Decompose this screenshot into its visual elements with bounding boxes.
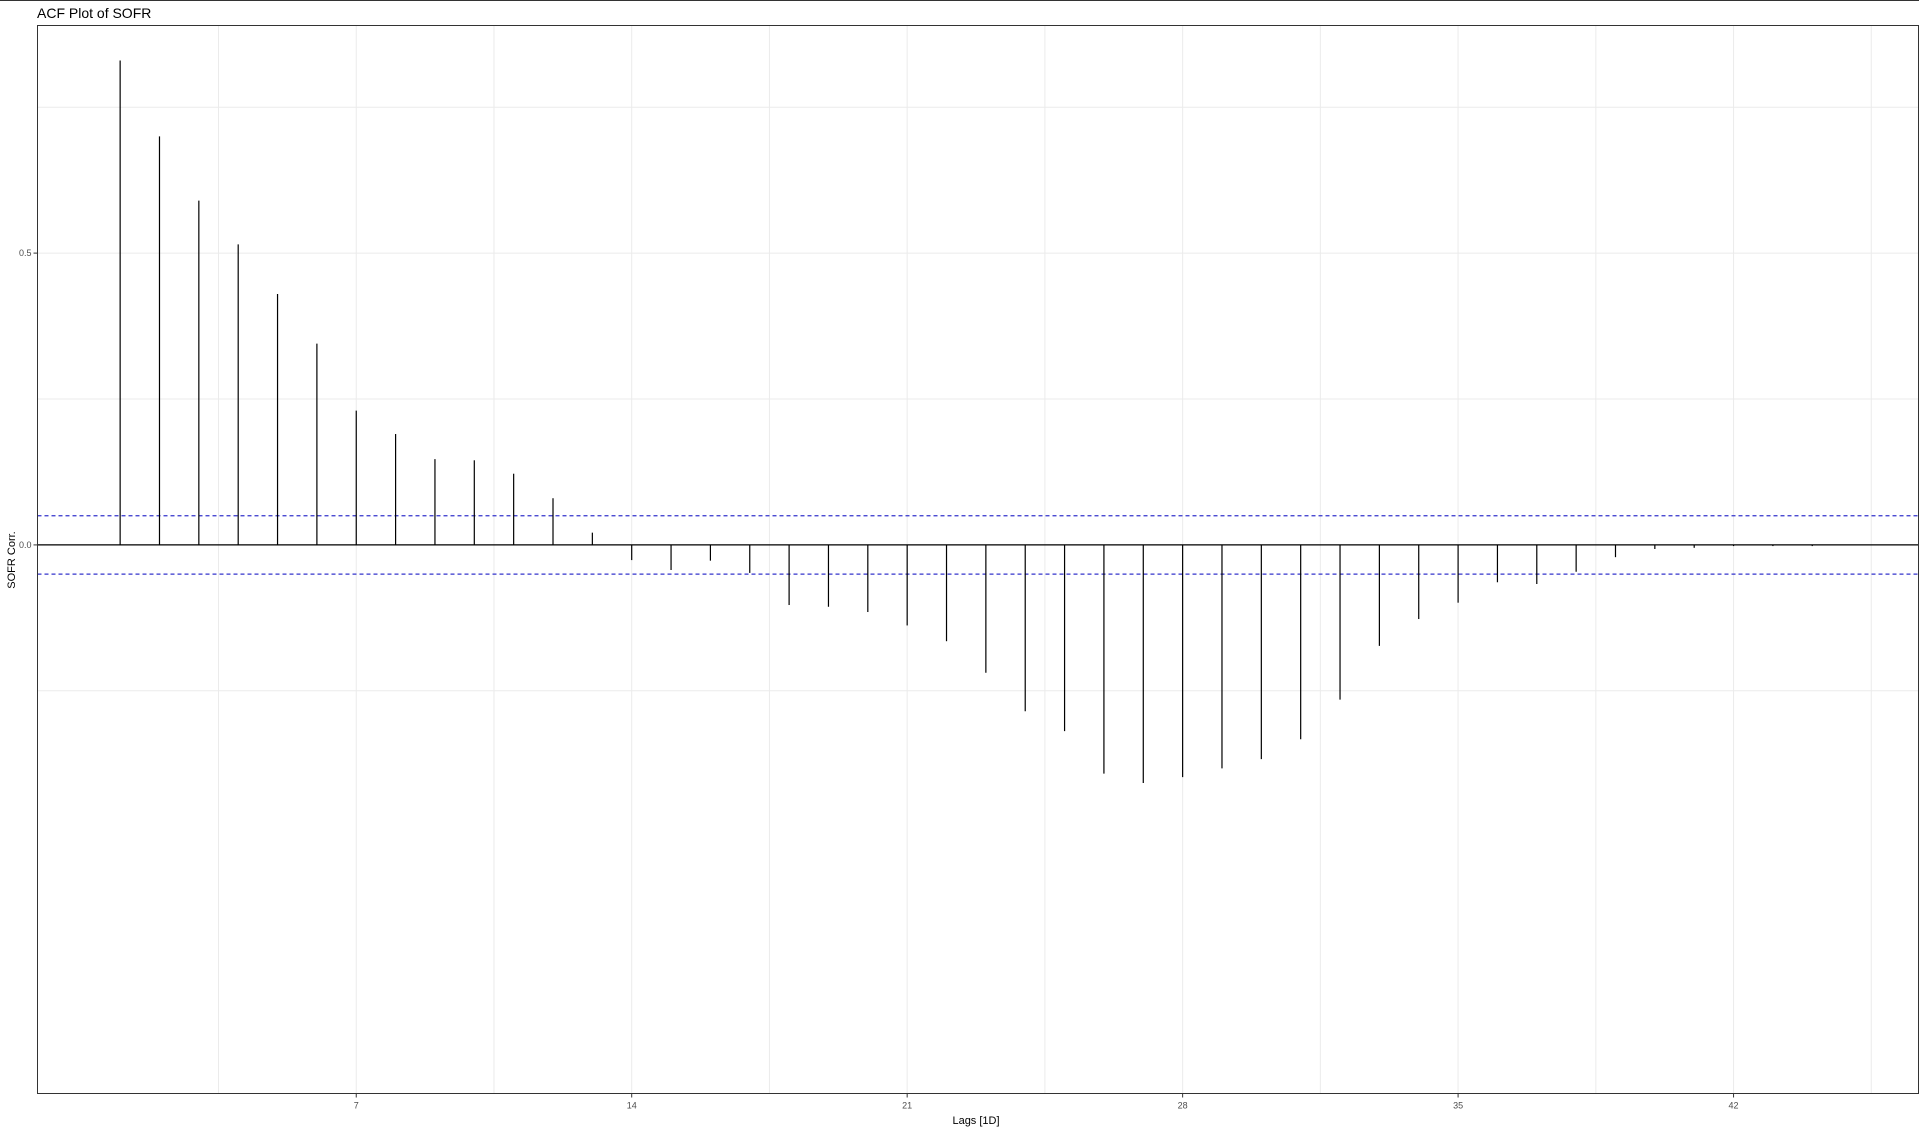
y-tick-label: 0.5: [19, 248, 32, 258]
acf-stems: [119, 60, 1813, 784]
x-tick-label: 21: [902, 1101, 912, 1111]
x-tick-label: 14: [627, 1101, 637, 1111]
x-tick-label: 28: [1178, 1101, 1188, 1111]
plot-panel-background: [37, 25, 1919, 1094]
y-axis-label: SOFR Corr.: [6, 531, 18, 588]
x-tick-label: 7: [354, 1101, 359, 1111]
y-tick-label: 0.0: [19, 540, 32, 550]
x-axis-ticks: 7 14 21 28 35 42: [354, 1093, 1739, 1111]
confidence-band: [37, 515, 1919, 575]
chart-title: ACF Plot of SOFR: [37, 5, 151, 21]
x-tick-label: 35: [1453, 1101, 1463, 1111]
x-axis-label: Lags [1D]: [952, 1115, 999, 1127]
y-axis-ticks: 0.5 0.0: [19, 248, 38, 550]
x-tick-label: 42: [1729, 1101, 1739, 1111]
